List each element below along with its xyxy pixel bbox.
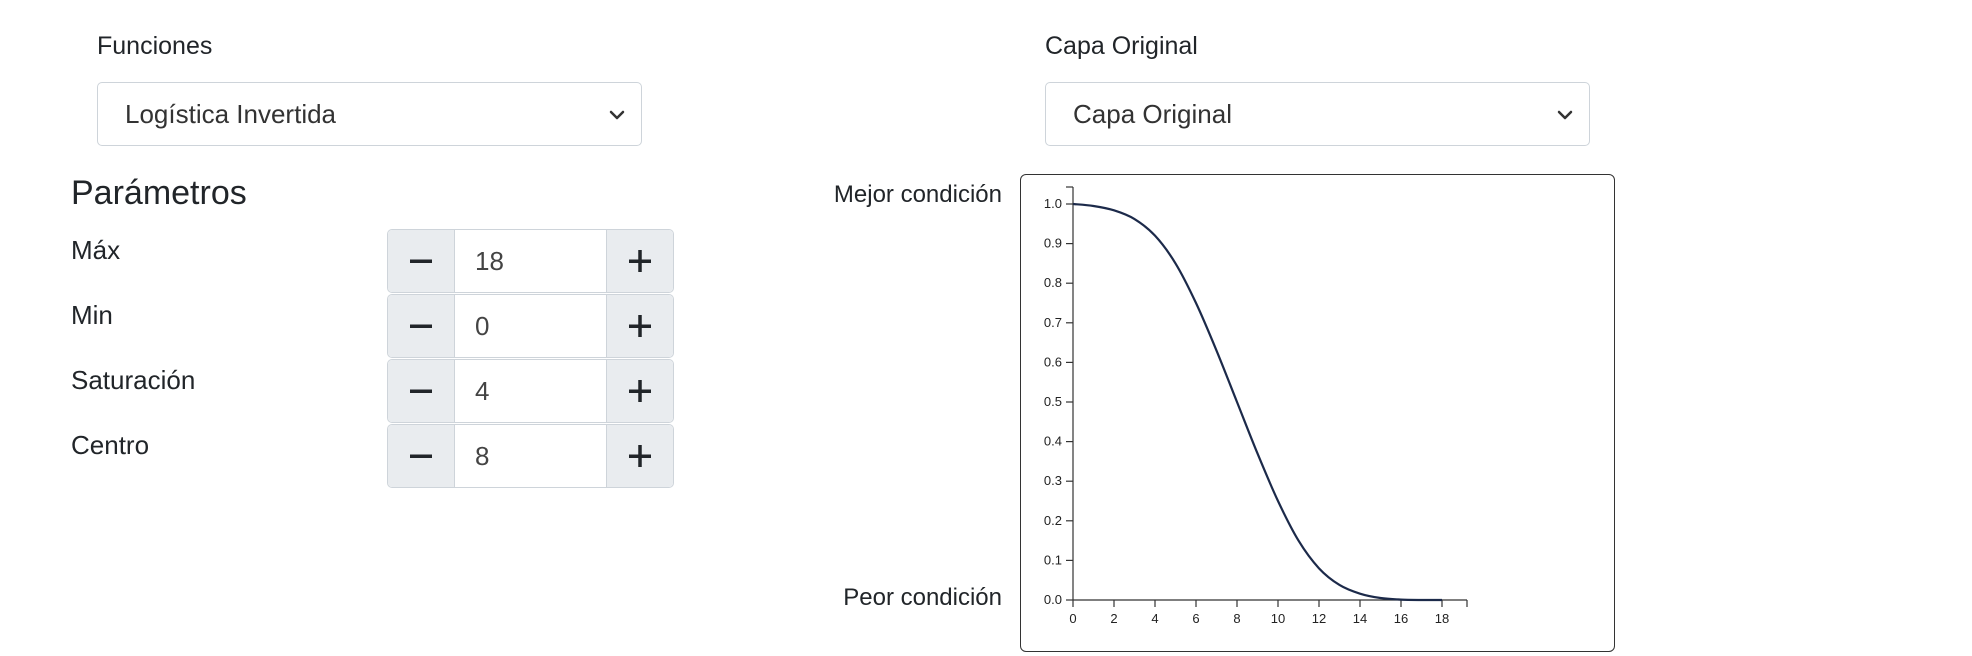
- x-tick-label: 0: [1069, 611, 1076, 626]
- param-label-min: Min: [71, 300, 113, 330]
- x-tick-label: 16: [1394, 611, 1408, 626]
- minus-icon: [410, 324, 432, 328]
- plus-icon: [629, 250, 651, 272]
- x-tick-label: 12: [1312, 611, 1326, 626]
- y-tick-label: 0.4: [1044, 434, 1062, 449]
- y-tick-label: 0.2: [1044, 513, 1062, 528]
- center-decrement-button[interactable]: [388, 425, 455, 487]
- x-tick-label: 10: [1271, 611, 1285, 626]
- max-increment-button[interactable]: [606, 230, 673, 292]
- min-stepper: 0: [387, 294, 674, 358]
- param-label-max: Máx: [71, 235, 121, 265]
- min-increment-button[interactable]: [606, 295, 673, 357]
- worst-condition-label: Peor condición: [843, 584, 1002, 611]
- x-tick-label: 14: [1353, 611, 1367, 626]
- params-title: Parámetros: [71, 174, 247, 212]
- layer-select[interactable]: Capa Original: [1045, 82, 1590, 146]
- x-tick-label: 18: [1435, 611, 1449, 626]
- center-increment-button[interactable]: [606, 425, 673, 487]
- y-tick-label: 0.6: [1044, 354, 1062, 369]
- minus-icon: [410, 259, 432, 263]
- y-tick-label: 1.0: [1044, 196, 1062, 211]
- center-stepper: 8: [387, 424, 674, 488]
- max-stepper: 18: [387, 229, 674, 293]
- logistic-chart: 0.0 0.1 0.2 0.3 0.4 0.5 0.6 0.7 0.8 0.9 1.0 0 2 4 6 8 10…: [1044, 186, 1468, 626]
- y-tick-label: 0.7: [1044, 315, 1062, 330]
- minus-icon: [410, 454, 432, 458]
- chevron-down-icon: [1557, 110, 1573, 120]
- max-value-input[interactable]: 18: [455, 230, 606, 292]
- saturation-decrement-button[interactable]: [388, 360, 455, 422]
- y-tick-label: 0.5: [1044, 394, 1062, 409]
- param-label-saturation: Saturación: [71, 365, 196, 395]
- center-value-input[interactable]: 8: [455, 425, 606, 487]
- min-value-input[interactable]: 0: [455, 295, 606, 357]
- best-condition-label: Mejor condición: [833, 181, 1002, 208]
- x-tick-label: 2: [1110, 611, 1117, 626]
- saturation-increment-button[interactable]: [606, 360, 673, 422]
- functions-label: Funciones: [97, 32, 213, 60]
- y-tick-label: 0.9: [1044, 236, 1062, 251]
- chevron-down-icon: [609, 110, 625, 120]
- functions-select[interactable]: Logística Invertida: [97, 82, 642, 146]
- max-decrement-button[interactable]: [388, 230, 455, 292]
- x-tick-label: 6: [1192, 611, 1199, 626]
- x-tick-label: 4: [1151, 611, 1158, 626]
- layer-label: Capa Original: [1045, 32, 1198, 60]
- layer-select-value: Capa Original: [1073, 98, 1232, 129]
- plus-icon: [629, 315, 651, 337]
- saturation-stepper: 4: [387, 359, 674, 423]
- series-line: [1072, 202, 1443, 602]
- minus-icon: [410, 389, 432, 393]
- y-tick-label: 0.0: [1044, 592, 1062, 607]
- plus-icon: [629, 445, 651, 467]
- plus-icon: [629, 380, 651, 402]
- y-tick-label: 0.8: [1044, 275, 1062, 290]
- chart-container: 0.0 0.1 0.2 0.3 0.4 0.5 0.6 0.7 0.8 0.9 1.0 0 2 4 6 8 10…: [1020, 174, 1615, 652]
- param-label-center: Centro: [71, 430, 150, 460]
- y-tick-label: 0.1: [1044, 552, 1062, 567]
- y-tick-label: 0.3: [1044, 473, 1062, 488]
- min-decrement-button[interactable]: [388, 295, 455, 357]
- saturation-value-input[interactable]: 4: [455, 360, 606, 422]
- x-tick-label: 8: [1233, 611, 1240, 626]
- functions-select-value: Logística Invertida: [125, 98, 337, 129]
